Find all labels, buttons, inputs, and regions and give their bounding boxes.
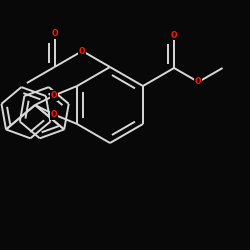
- Text: O: O: [51, 110, 57, 119]
- Text: O: O: [79, 46, 86, 56]
- Text: O: O: [51, 91, 57, 100]
- Text: O: O: [195, 78, 202, 86]
- Text: O: O: [51, 30, 58, 38]
- Text: O: O: [171, 30, 177, 40]
